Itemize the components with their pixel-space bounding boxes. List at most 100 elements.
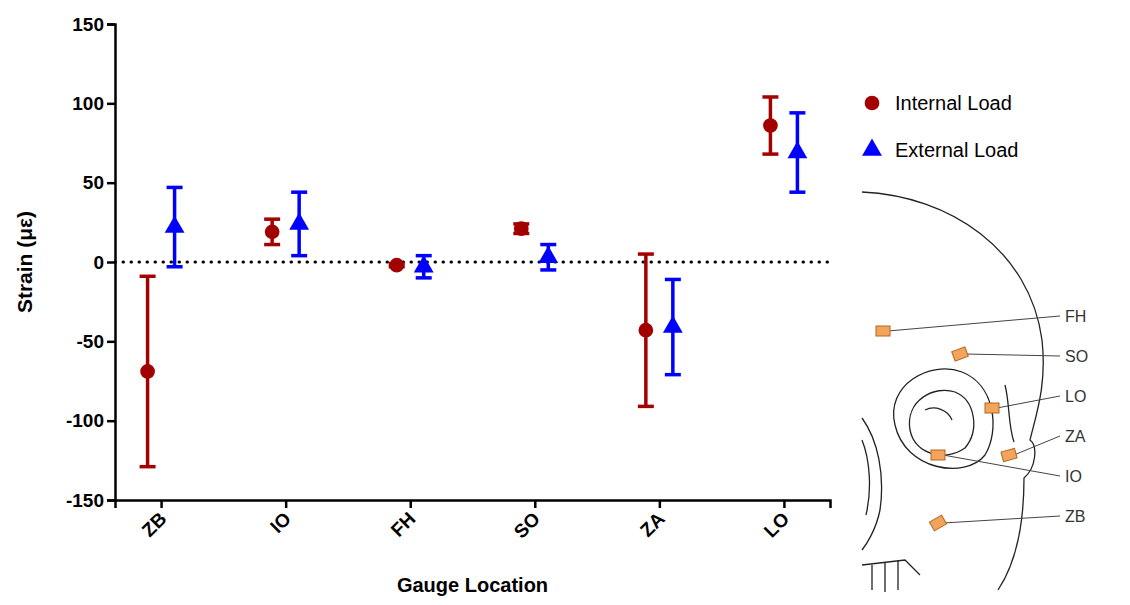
y-axis-title: Strain (με): [13, 211, 36, 313]
x-tick: IO: [266, 500, 295, 537]
skull-outline: [862, 440, 869, 515]
leader-line: [965, 354, 1060, 356]
x-tick-label: ZB: [138, 508, 171, 541]
y-tick-label: 150: [72, 14, 104, 35]
point: [663, 316, 683, 333]
x-axis: ZB IO FH SO ZA LO: [116, 500, 831, 542]
skull-outline: [1005, 385, 1014, 442]
legend-label: External Load: [895, 139, 1018, 161]
x-tick-label: IO: [266, 508, 295, 537]
series: [165, 113, 808, 375]
y-tick-mark: [107, 261, 115, 264]
legend-marker: [862, 139, 882, 156]
x-tick-mark: [783, 500, 786, 508]
y-tick-mark: [107, 499, 115, 502]
legend-label: Internal Load: [895, 92, 1012, 114]
error-bar: [638, 254, 654, 406]
y-tick: 100: [72, 93, 115, 114]
reference-line: [115, 261, 830, 264]
error-bar-cap: [638, 405, 654, 409]
chart: -150 -100 -50 0 50 100 150 ZB IO FH SO ZA LO Strain (…: [0, 0, 1130, 605]
error-bar-cap: [762, 152, 778, 156]
error-bar-cap: [167, 265, 183, 269]
error-bar-cap: [291, 190, 307, 194]
gauge: [931, 450, 945, 460]
error-bar: [264, 219, 280, 244]
x-axis-line: [116, 501, 831, 509]
error-bar-cap: [789, 111, 805, 115]
gauge-label: IO: [1065, 468, 1082, 485]
leader-line: [888, 316, 1060, 331]
leader-line: [1014, 436, 1060, 455]
error-bar-cap: [665, 278, 681, 282]
gauge-label: ZA: [1065, 428, 1086, 445]
x-tick-mark: [534, 500, 537, 508]
point: [414, 255, 434, 272]
error-bar-cap: [540, 243, 556, 247]
gauge-label: FH: [1065, 308, 1086, 325]
error-bar-cap: [264, 243, 280, 247]
y-axis-line: [107, 25, 116, 501]
y-tick: 0: [93, 252, 115, 273]
skull-outline: [862, 418, 882, 550]
point: [140, 364, 155, 379]
gauge: [985, 403, 999, 413]
y-tick-label: 100: [72, 93, 104, 114]
y-tick: -100: [66, 410, 115, 431]
gauge-label: ZB: [1065, 508, 1085, 525]
leader-line: [997, 396, 1060, 408]
x-tick: ZA: [636, 500, 669, 541]
error-bar: [140, 276, 156, 466]
y-tick: 50: [83, 172, 115, 193]
error-bar-cap: [140, 275, 156, 279]
leader-line: [943, 516, 1060, 523]
y-tick: 150: [72, 14, 115, 35]
error-bar-cap: [416, 276, 432, 280]
point: [538, 246, 558, 263]
y-tick-mark: [107, 341, 115, 344]
error-bar-cap: [291, 254, 307, 258]
x-tick-mark: [409, 500, 412, 508]
y-tick-mark: [107, 182, 115, 185]
y-axis: -150 -100 -50 0 50 100 150: [66, 14, 116, 511]
error-bar-cap: [264, 217, 280, 221]
gauge: [952, 347, 969, 361]
error-bar-cap: [638, 252, 654, 256]
y-tick-label: -100: [66, 410, 104, 431]
x-tick-mark: [659, 500, 662, 508]
skull-diagram: FH SO LO ZA IO ZB: [862, 192, 1088, 592]
gauge: [1001, 448, 1017, 461]
y-tick-label: -150: [66, 490, 104, 511]
x-tick-label: SO: [510, 508, 544, 542]
gauge-label: SO: [1065, 348, 1088, 365]
gauge: [929, 515, 946, 531]
gauge-label: LO: [1065, 388, 1086, 405]
error-bar-cap: [540, 268, 556, 272]
skull-outline: [925, 408, 952, 420]
series: [140, 97, 779, 467]
y-tick-label: -50: [77, 331, 104, 352]
point: [265, 224, 280, 239]
y-tick-mark: [107, 420, 115, 423]
point: [788, 141, 808, 158]
leader-line: [943, 455, 1060, 476]
y-tick-label: 0: [93, 252, 104, 273]
error-bar-cap: [167, 186, 183, 190]
x-tick: SO: [510, 500, 544, 542]
x-tick-label: LO: [760, 508, 794, 542]
skull-outline: [909, 390, 973, 455]
x-tick-label: FH: [387, 508, 420, 541]
skull-outline: [872, 561, 898, 592]
x-tick-label: ZA: [636, 508, 669, 541]
legend-marker: [865, 96, 880, 111]
point: [514, 221, 529, 236]
point: [763, 118, 778, 133]
y-tick-mark: [107, 23, 115, 26]
skull-outline: [862, 192, 1043, 590]
error-bar-cap: [789, 190, 805, 194]
plot-marks: [140, 97, 808, 467]
skull-outline: [894, 369, 993, 468]
y-tick: -150: [66, 490, 115, 511]
x-tick: ZB: [138, 500, 171, 541]
x-tick: LO: [760, 500, 794, 541]
